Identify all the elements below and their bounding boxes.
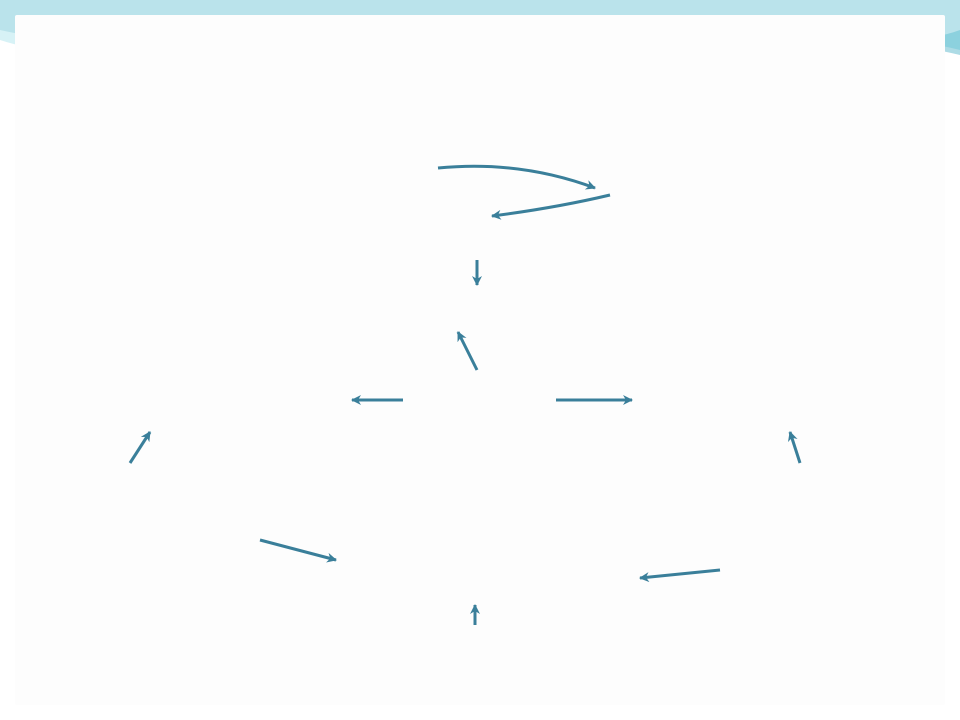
slide-frame [15, 15, 945, 705]
